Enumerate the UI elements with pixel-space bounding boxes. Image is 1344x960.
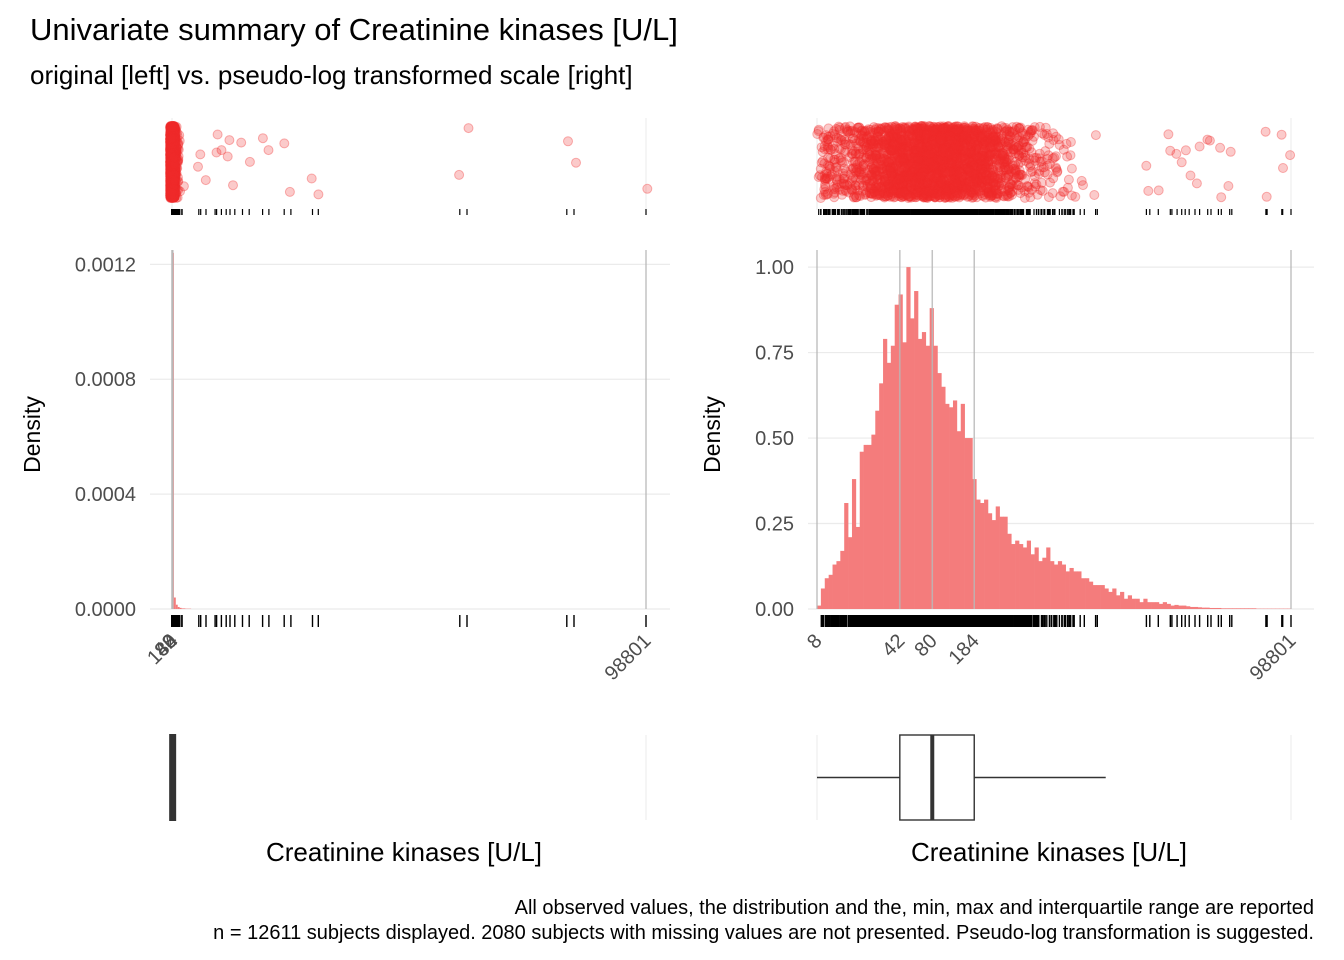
histogram-bar <box>174 598 176 609</box>
right-panel: 0.000.250.500.751.008 42 80 184 98801Density… <box>699 118 1314 867</box>
left-x-axis-label: Creatinine kinases [U/L] <box>266 837 542 867</box>
left-x-tick-label: 184 <box>143 630 182 669</box>
left-jitter-points <box>166 122 652 203</box>
jitter-point <box>213 130 222 139</box>
right-strip <box>813 118 1295 215</box>
histogram-bar <box>182 608 186 609</box>
left-boxplot: Creatinine kinases [U/L] <box>170 735 646 867</box>
left-y-tick-label: 0.0004 <box>75 484 136 506</box>
jitter-point <box>285 187 294 196</box>
right-jitter-points <box>813 122 1295 203</box>
jitter-point <box>245 157 254 166</box>
jitter-point <box>564 137 573 146</box>
left-y-tick-label: 0.0000 <box>75 599 136 621</box>
jitter-point <box>225 136 234 145</box>
left-y-tick-label: 0.0008 <box>75 369 136 391</box>
jitter-point <box>280 139 289 148</box>
jitter-point <box>194 162 203 171</box>
left-x-tick-label: 98801 <box>601 630 656 685</box>
left-y-axis-label: Density <box>19 396 45 473</box>
left-strip <box>166 118 652 215</box>
jitter-point <box>167 189 176 198</box>
jitter-point <box>169 176 178 185</box>
left-y-tick-label: 0.0012 <box>75 254 136 276</box>
left-bars <box>172 253 191 609</box>
jitter-point <box>167 123 176 132</box>
jitter-point <box>572 158 581 167</box>
jitter-point <box>223 152 232 161</box>
jitter-point <box>196 150 205 159</box>
jitter-point <box>168 134 177 143</box>
jitter-point <box>264 146 273 155</box>
jitter-point <box>314 190 323 199</box>
left-rug <box>172 615 646 627</box>
histogram-bar <box>176 605 178 609</box>
histogram-bar <box>180 608 182 609</box>
jitter-point <box>258 134 267 143</box>
jitter-point <box>237 138 246 147</box>
left-strip-rug <box>172 209 646 215</box>
histogram-bar <box>178 607 180 609</box>
jitter-point <box>170 153 179 162</box>
jitter-point <box>201 176 210 185</box>
jitter-point <box>455 170 464 179</box>
boxplot-box <box>170 735 175 820</box>
jitter-point <box>464 124 473 133</box>
jitter-point <box>307 174 316 183</box>
jitter-point <box>229 181 238 190</box>
jitter-point <box>643 184 652 193</box>
